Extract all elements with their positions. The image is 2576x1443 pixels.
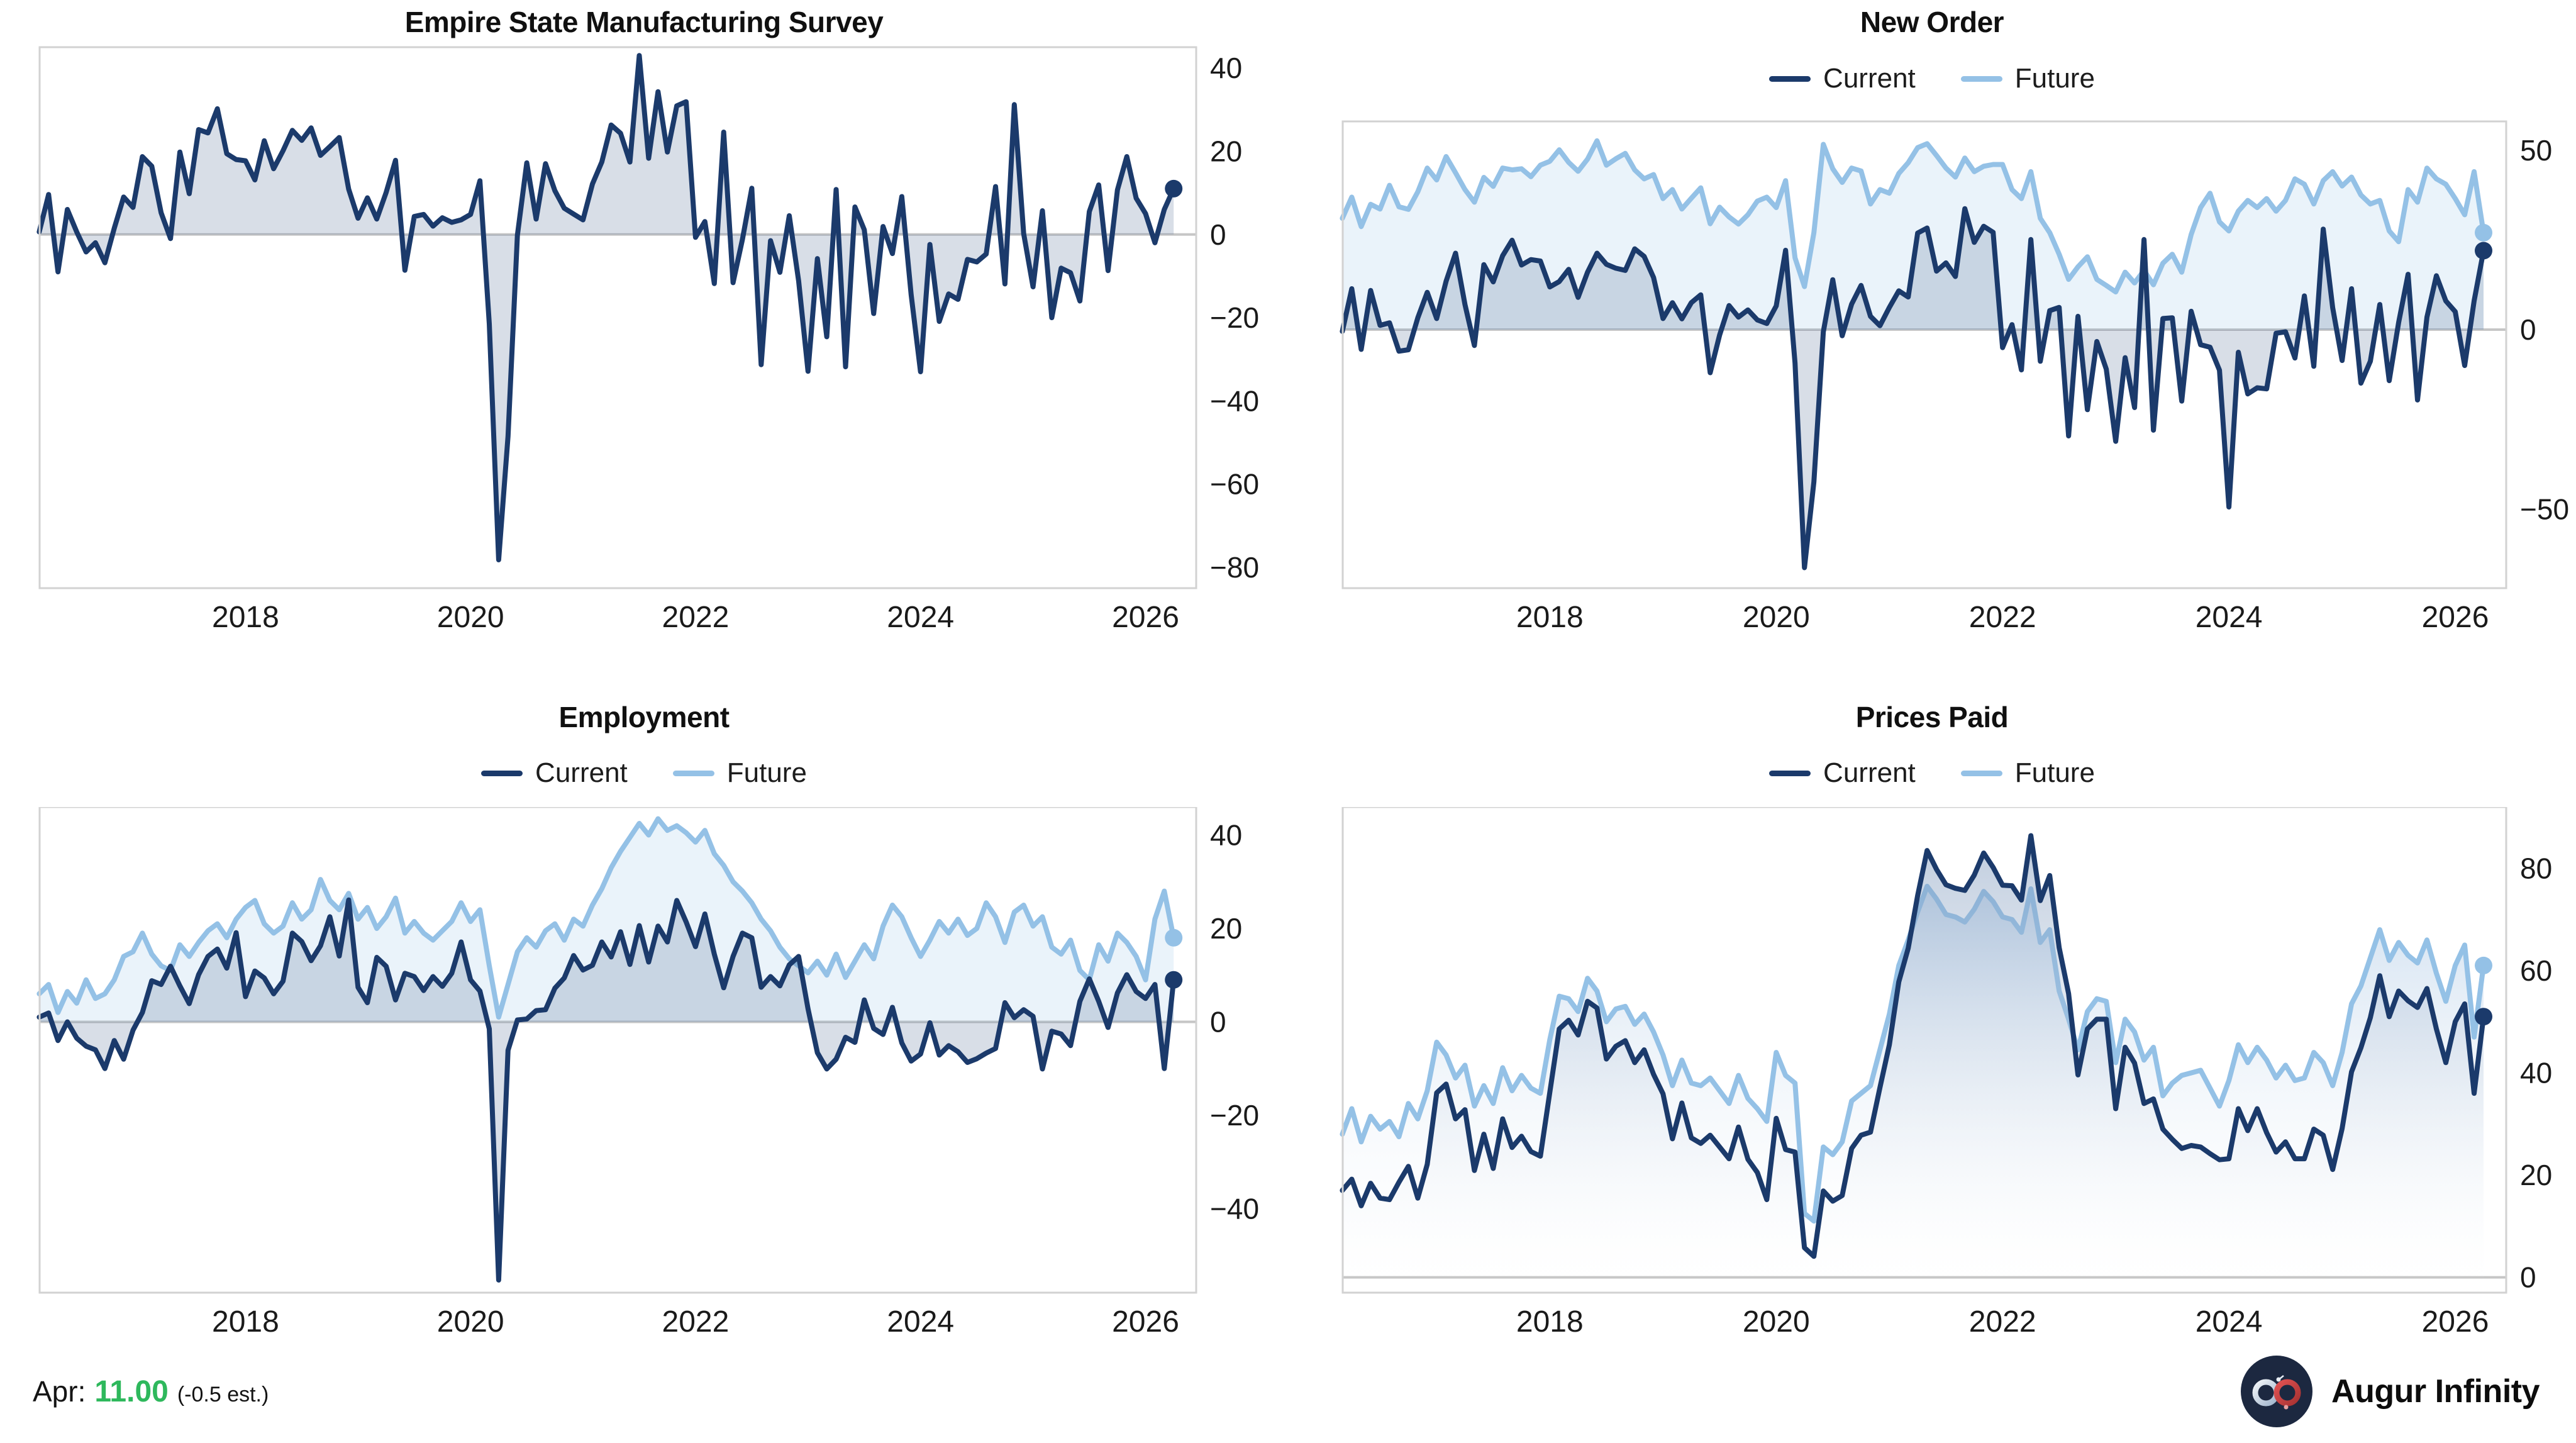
svg-text:−20: −20 — [1210, 1099, 1259, 1132]
svg-text:2018: 2018 — [1516, 601, 1584, 634]
legend-label-future: Future — [726, 757, 807, 788]
legend-swatch-future — [1960, 770, 2002, 776]
legend-new-order: Current Future — [1288, 44, 2576, 113]
chart-plot-prices-paid: 80 60 40 20 0 2018 2020 2022 2024 2026 — [1288, 807, 2576, 1340]
chart-plot-new-order: 50 0 −50 2018 2020 2022 2024 2026 — [1288, 113, 2576, 635]
chart-title-empire: Empire State Manufacturing Survey — [404, 6, 884, 38]
svg-text:2020: 2020 — [437, 1305, 504, 1339]
svg-text:20: 20 — [1210, 135, 1242, 168]
svg-text:80: 80 — [2520, 852, 2552, 885]
svg-text:2024: 2024 — [2196, 601, 2263, 634]
svg-text:2022: 2022 — [1969, 1305, 2036, 1339]
svg-text:−40: −40 — [1210, 1193, 1259, 1225]
svg-text:2026: 2026 — [2422, 601, 2489, 634]
footer: Apr: 11.00 (-0.5 est.) — [0, 1340, 2576, 1443]
svg-text:40: 40 — [1210, 819, 1242, 852]
svg-text:−20: −20 — [1210, 301, 1259, 334]
svg-text:0: 0 — [1210, 1006, 1226, 1039]
legend-item-future: Future — [1960, 757, 2095, 789]
legend-swatch-future — [1960, 75, 2002, 82]
legend-item-current: Current — [1769, 757, 1916, 789]
legend-item-future: Future — [1960, 63, 2095, 94]
charts-row-top: Empire State Manufacturing Survey 40 20 0 −… — [0, 0, 2576, 635]
legend-label-current: Current — [1823, 757, 1916, 788]
brand-name: Augur Infinity — [2331, 1373, 2540, 1410]
svg-text:−50: −50 — [2520, 493, 2569, 526]
legend-swatch-future — [672, 770, 714, 776]
svg-text:20: 20 — [1210, 912, 1242, 945]
legend-label-current: Current — [535, 757, 628, 788]
svg-text:2018: 2018 — [212, 601, 279, 634]
svg-text:2018: 2018 — [212, 1305, 279, 1339]
chart-card-employment: Employment Current Future 40 20 0 −20 −40 201… — [0, 635, 1288, 1340]
svg-text:2026: 2026 — [1112, 601, 1179, 634]
chart-card-empire: Empire State Manufacturing Survey 40 20 0 −… — [0, 0, 1288, 635]
svg-text:2020: 2020 — [437, 601, 504, 634]
latest-value: 11.00 — [94, 1374, 169, 1408]
charts-row-bottom: Employment Current Future 40 20 0 −20 −40 201… — [0, 635, 2576, 1340]
svg-text:40: 40 — [2520, 1057, 2552, 1089]
chart-title-employment: Employment — [558, 701, 730, 733]
brand: Augur Infinity — [2240, 1354, 2540, 1429]
svg-text:2020: 2020 — [1743, 601, 1810, 634]
svg-text:0: 0 — [1210, 218, 1226, 251]
chart-card-new-order: New Order Current Future 50 0 −50 2018 2020 2… — [1288, 0, 2576, 635]
svg-text:2024: 2024 — [2196, 1305, 2263, 1339]
svg-text:2024: 2024 — [887, 601, 954, 634]
legend-item-future: Future — [672, 757, 807, 789]
svg-text:0: 0 — [2520, 313, 2536, 346]
svg-text:2026: 2026 — [2422, 1305, 2489, 1339]
svg-text:40: 40 — [1210, 52, 1242, 84]
chart-plot-employment: 40 20 0 −20 −40 2018 2020 2022 2024 2026 — [0, 807, 1288, 1340]
legend-label-future: Future — [2014, 757, 2095, 788]
legend-employment: Current Future — [0, 739, 1288, 807]
legend-item-current: Current — [1769, 63, 1916, 94]
svg-text:0: 0 — [2520, 1261, 2536, 1294]
legend-label-current: Current — [1823, 63, 1916, 94]
legend-prices-paid: Current Future — [1288, 739, 2576, 807]
latest-month-label: Apr: — [33, 1374, 86, 1408]
legend-swatch-current — [1769, 75, 1811, 82]
legend-item-current: Current — [481, 757, 628, 789]
svg-text:2026: 2026 — [1112, 1305, 1179, 1339]
chart-card-prices-paid: Prices Paid Current Future 80 60 40 20 0 2018… — [1288, 635, 2576, 1340]
latest-reading: Apr: 11.00 (-0.5 est.) — [33, 1374, 269, 1409]
legend-label-future: Future — [2014, 63, 2095, 94]
svg-text:20: 20 — [2520, 1159, 2552, 1191]
legend-swatch-current — [481, 770, 523, 776]
svg-text:2020: 2020 — [1743, 1305, 1810, 1339]
svg-text:−60: −60 — [1210, 468, 1259, 501]
infinity-logo-icon — [2240, 1354, 2314, 1429]
chart-title-new-order: New Order — [1860, 6, 2004, 38]
svg-text:2024: 2024 — [887, 1305, 954, 1339]
svg-text:2022: 2022 — [662, 601, 730, 634]
chart-title-prices-paid: Prices Paid — [1855, 701, 2009, 733]
svg-text:60: 60 — [2520, 954, 2552, 987]
svg-text:2022: 2022 — [662, 1305, 730, 1339]
svg-text:−80: −80 — [1210, 551, 1259, 584]
chart-plot-empire: 40 20 0 −20 −40 −60 −80 2018 2020 2022 2024 2026 — [0, 44, 1288, 635]
svg-text:50: 50 — [2520, 134, 2552, 167]
legend-swatch-current — [1769, 770, 1811, 776]
svg-text:−40: −40 — [1210, 384, 1259, 417]
latest-estimate: (-0.5 est.) — [177, 1382, 269, 1407]
svg-text:2018: 2018 — [1516, 1305, 1584, 1339]
svg-text:2022: 2022 — [1969, 601, 2036, 634]
